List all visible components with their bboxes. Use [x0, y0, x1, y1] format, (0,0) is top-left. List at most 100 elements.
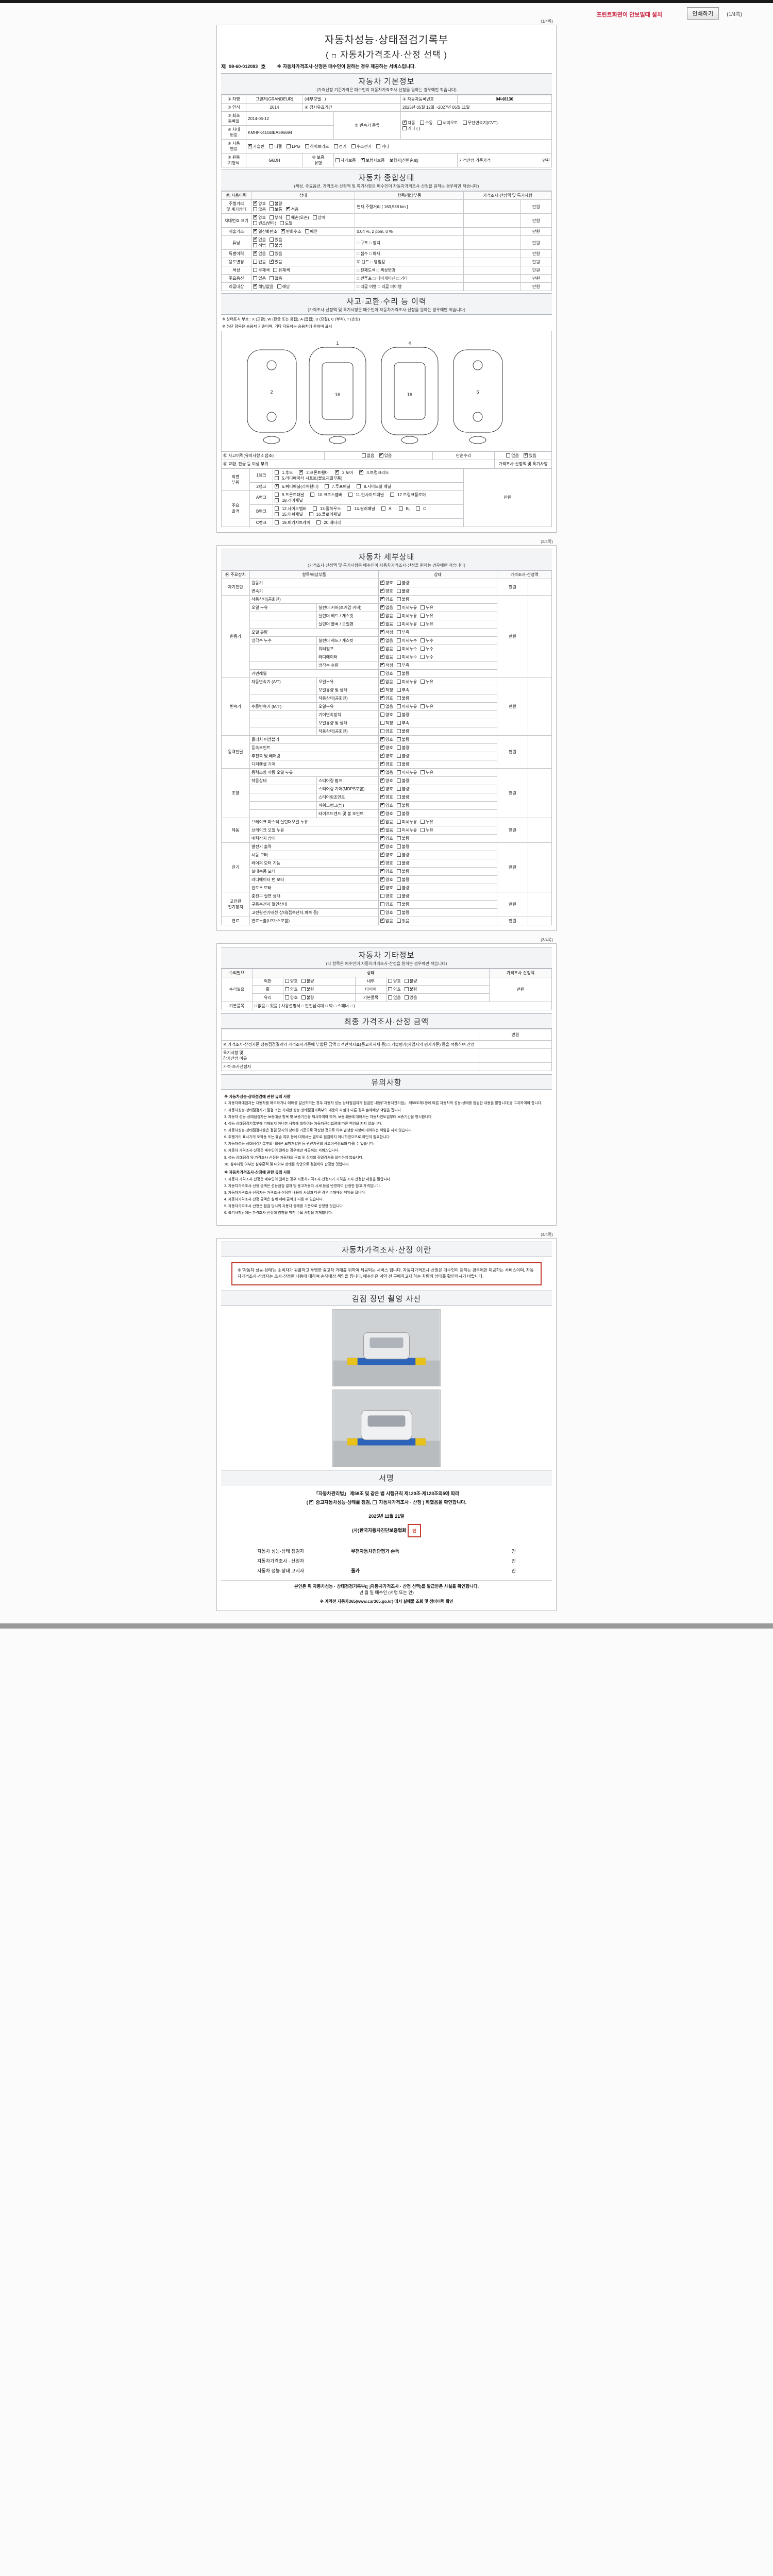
detail-6-3-opt-0[interactable]: 양호 — [380, 868, 393, 874]
checkbox-icon[interactable] — [396, 860, 401, 865]
checkbox-icon[interactable] — [316, 520, 321, 524]
checkbox-icon[interactable] — [462, 120, 467, 125]
rank-0-item-2[interactable]: 3.도어 — [334, 469, 356, 476]
detail-4-0-opt-0[interactable]: 없음 — [380, 769, 393, 775]
trans-opt-2[interactable]: 세미오토 — [437, 120, 458, 126]
detail-2-6-opt-0[interactable]: 양호 — [380, 728, 393, 734]
rank-3-item-4[interactable]: B, — [398, 506, 413, 511]
fuel-opt-6[interactable]: 기타 — [376, 144, 389, 149]
simple-none[interactable]: 없음 — [506, 453, 519, 459]
checkbox-icon[interactable] — [361, 453, 366, 457]
fuel-opt-0[interactable]: 가솔린 — [248, 143, 264, 149]
detail-1-0-opt-0[interactable]: 양호 — [380, 596, 393, 602]
rank-3-item-1[interactable]: 13.휠하우스 — [312, 506, 344, 512]
rank-1-item-2[interactable]: 8.사이드실 패널 — [357, 484, 394, 489]
trans-opt-4[interactable]: 기타 ( ) — [402, 126, 421, 131]
checkbox-icon[interactable] — [253, 250, 258, 256]
checkbox-icon[interactable] — [380, 852, 385, 857]
checkbox-icon[interactable] — [275, 483, 279, 488]
rank-0-item-3[interactable]: 4.트렁크리드 — [359, 469, 392, 476]
detail-1-6-opt-2[interactable]: 누수 — [421, 646, 433, 652]
fuel-opt-1[interactable]: 디젤 — [269, 144, 282, 149]
checkbox-icon[interactable] — [396, 646, 401, 651]
rank-3-item-3[interactable]: A, — [381, 506, 396, 511]
detail-1-1-opt-1[interactable]: 미세누유 — [396, 605, 417, 611]
checkbox-icon[interactable] — [301, 978, 306, 983]
checkbox-icon[interactable] — [396, 778, 401, 783]
detail-6-3-opt-1[interactable]: 불량 — [396, 869, 409, 874]
checkbox-icon[interactable] — [396, 836, 401, 840]
checkbox-icon[interactable] — [396, 663, 401, 667]
overall-1-opt-3[interactable]: 상이 — [312, 215, 325, 221]
checkbox-icon[interactable] — [253, 276, 258, 280]
checkbox-icon[interactable] — [380, 596, 385, 601]
checkbox-icon[interactable] — [275, 498, 279, 502]
checkbox-icon[interactable] — [248, 143, 253, 148]
price-surveyor-value[interactable] — [479, 1062, 552, 1071]
checkbox-icon[interactable] — [273, 268, 278, 272]
checkbox-icon[interactable] — [380, 671, 385, 675]
checkbox-icon[interactable] — [388, 978, 392, 983]
checkbox-icon[interactable] — [396, 761, 401, 766]
checkbox-icon[interactable] — [253, 243, 258, 247]
checkbox-icon[interactable] — [419, 120, 424, 125]
price-survey-checkbox[interactable] — [332, 54, 337, 58]
detail-2-4-opt-0[interactable]: 양호 — [380, 712, 393, 718]
checkbox-icon[interactable] — [404, 995, 409, 999]
checkbox-icon[interactable] — [380, 835, 385, 840]
checkbox-icon[interactable] — [309, 512, 313, 516]
detail-4-2-opt-0[interactable]: 양호 — [380, 786, 393, 792]
detail-1-7-opt-2[interactable]: 누수 — [421, 654, 433, 660]
checkbox-icon[interactable] — [396, 580, 401, 585]
checkbox-icon[interactable] — [380, 695, 385, 700]
detail-4-3-opt-1[interactable]: 불량 — [396, 794, 409, 800]
detail-6-0-opt-0[interactable]: 양호 — [380, 843, 393, 850]
detail-5-1-opt-0[interactable]: 없음 — [380, 827, 393, 833]
checkbox-icon[interactable] — [310, 492, 315, 497]
checkbox-icon[interactable] — [396, 877, 401, 882]
overall-row-price[interactable] — [463, 249, 521, 258]
detail-1-4-opt-1[interactable]: 부족 — [396, 630, 409, 635]
detail-2-6-opt-1[interactable]: 불량 — [396, 728, 409, 734]
detail-price[interactable] — [528, 916, 552, 925]
detail-7-0-opt-0[interactable]: 양호 — [380, 893, 393, 899]
checkbox-icon[interactable] — [380, 629, 385, 634]
detail-6-4-opt-1[interactable]: 불량 — [396, 877, 409, 883]
warranty-opt-1[interactable]: 보험사보증 — [360, 157, 385, 163]
checkbox-icon[interactable] — [380, 621, 385, 626]
simple-yes[interactable]: 있음 — [524, 452, 536, 459]
checkbox-icon[interactable] — [301, 987, 306, 991]
overall-2-opt-1[interactable]: 탄화수소 — [281, 228, 301, 234]
detail-1-3-opt-0[interactable]: 없음 — [380, 621, 393, 627]
detail-3-3-opt-1[interactable]: 불량 — [396, 761, 409, 767]
detail-6-2-opt-1[interactable]: 불량 — [396, 860, 409, 866]
rank-3-item-6[interactable]: 15.대쉬패널 — [275, 512, 306, 517]
detail-1-4-opt-0[interactable]: 적정 — [380, 629, 393, 635]
detail-price[interactable] — [528, 595, 552, 678]
checkbox-icon[interactable] — [380, 704, 385, 708]
checkbox-icon[interactable] — [380, 777, 385, 783]
rank-1-item-0[interactable]: 6.쿼터패널(리어휀다) — [275, 483, 322, 489]
checkbox-icon[interactable] — [396, 737, 401, 741]
checkbox-icon[interactable] — [253, 228, 258, 233]
checkbox-icon[interactable] — [270, 251, 274, 256]
checkbox-icon[interactable] — [396, 630, 401, 634]
checkbox-icon[interactable] — [275, 476, 279, 480]
rank-2-item-2[interactable]: 11.인사이드패널 — [348, 492, 387, 498]
detail-2-0-opt-1[interactable]: 미세누유 — [396, 679, 417, 685]
detail-5-1-opt-1[interactable]: 미세누유 — [396, 827, 417, 833]
checkbox-icon[interactable] — [380, 662, 385, 667]
signature-value[interactable] — [349, 1556, 496, 1565]
detail-0-1-opt-0[interactable]: 양호 — [380, 588, 393, 594]
detail-0-0-opt-0[interactable]: 양호 — [380, 580, 393, 586]
detail-8-0-opt-1[interactable]: 있음 — [396, 918, 409, 924]
detail-4-1-opt-1[interactable]: 불량 — [396, 778, 409, 784]
detail-1-6-opt-0[interactable]: 없음 — [380, 646, 393, 652]
overall-1-opt-1[interactable]: 부식 — [270, 215, 282, 221]
checkbox-icon[interactable] — [380, 744, 385, 750]
checkbox-icon[interactable] — [380, 753, 385, 758]
overall-row-price[interactable] — [463, 258, 521, 266]
rank-2-item-1[interactable]: 10.크로스멤버 — [310, 492, 345, 498]
rank-0-item-1[interactable]: 2.프론트휀더 — [299, 469, 331, 476]
checkbox-icon[interactable] — [506, 453, 511, 457]
